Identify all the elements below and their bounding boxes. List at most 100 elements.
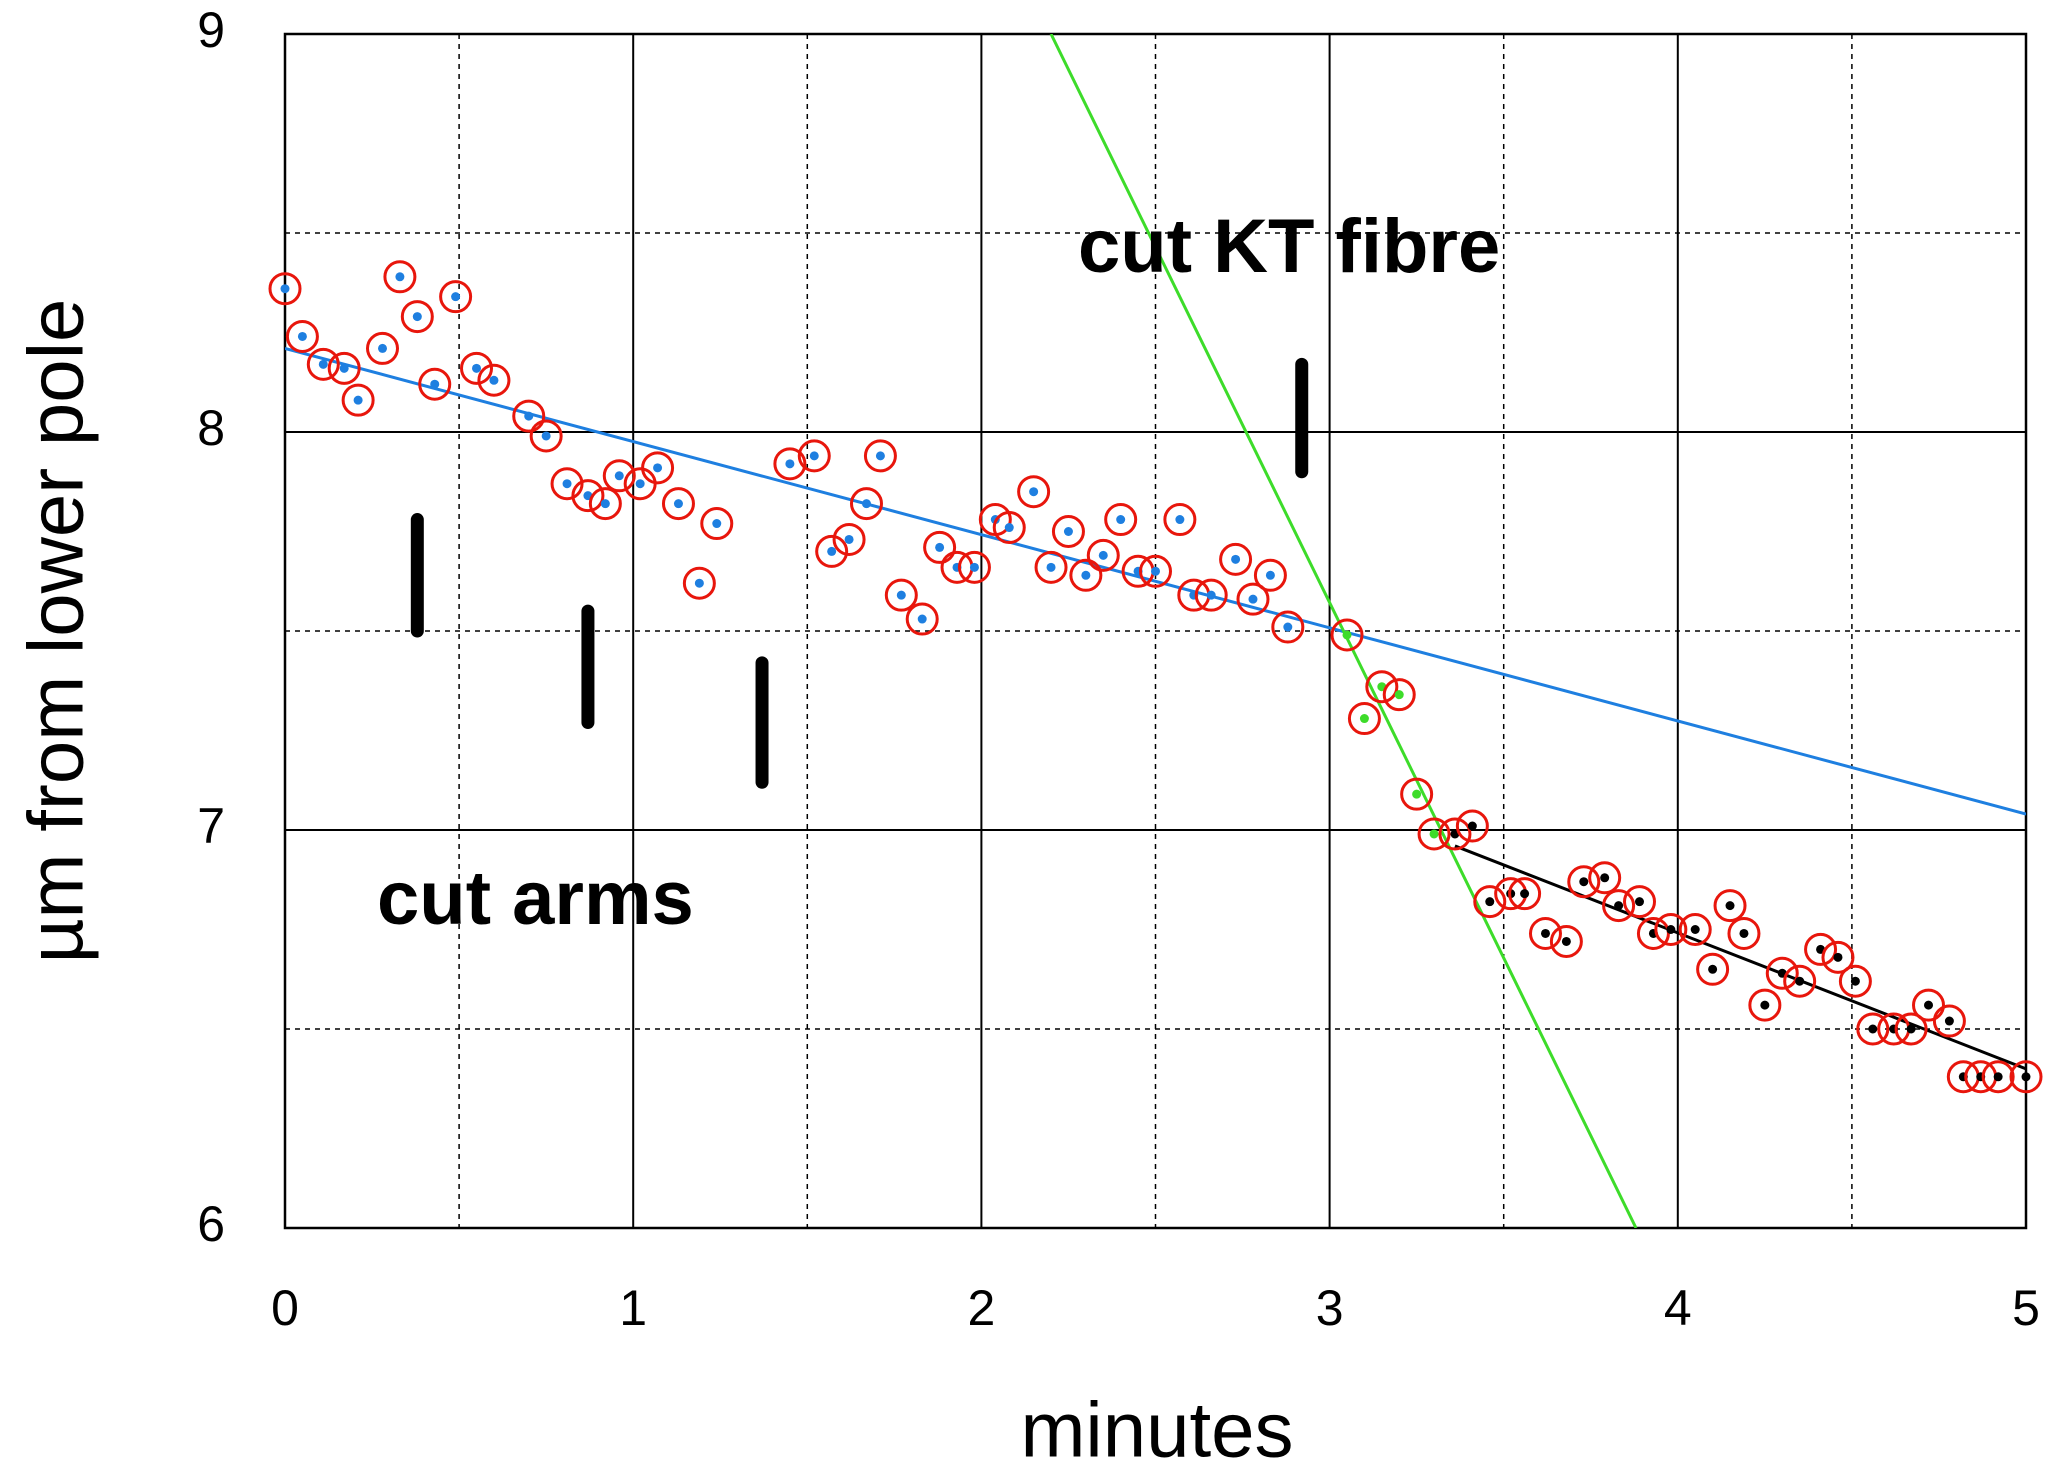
point-ring: [512, 399, 546, 433]
point-ring: [1696, 952, 1730, 986]
point: [318, 359, 328, 369]
point: [1151, 566, 1160, 576]
fit-line: [1049, 34, 1638, 1228]
point-ring: [641, 451, 675, 485]
point-ring: [1236, 582, 1270, 616]
y-tick-label: 6: [197, 1196, 225, 1252]
point-ring: [529, 419, 563, 453]
point-ring: [383, 260, 417, 294]
point: [377, 343, 387, 353]
point-ring: [682, 566, 716, 600]
point-ring: [1748, 988, 1782, 1022]
point: [712, 519, 722, 529]
point: [562, 479, 572, 489]
point: [1760, 1000, 1770, 1010]
point-ring: [1981, 1060, 2015, 1094]
fit-line: [285, 346, 2026, 816]
point: [1467, 821, 1477, 831]
point: [1833, 952, 1843, 962]
point: [809, 451, 819, 461]
point-ring: [1567, 865, 1601, 899]
point-ring: [400, 300, 434, 334]
point-ring: [1219, 542, 1253, 576]
point: [1561, 936, 1571, 946]
point-ring: [327, 351, 361, 385]
point-ring: [1549, 924, 1583, 958]
point-ring: [700, 507, 734, 541]
point: [896, 590, 906, 600]
point: [451, 292, 461, 302]
point: [1342, 630, 1352, 640]
point: [353, 395, 363, 405]
point: [1394, 690, 1404, 700]
point-ring: [1622, 885, 1656, 919]
point: [472, 363, 482, 373]
point: [1265, 570, 1275, 580]
point: [524, 411, 534, 421]
point-ring: [1271, 610, 1305, 644]
point: [1359, 714, 1369, 724]
point-ring: [1636, 916, 1670, 950]
point: [1600, 873, 1610, 883]
point-ring: [1508, 877, 1542, 911]
point: [1485, 897, 1495, 907]
point: [1046, 562, 1056, 572]
point-ring: [1588, 861, 1622, 895]
point: [1690, 925, 1700, 934]
point-ring: [1838, 964, 1872, 998]
point-ring: [797, 439, 831, 473]
point-ring: [1194, 578, 1228, 612]
x-axis-title: minutes: [1020, 1386, 1293, 1474]
point: [785, 459, 795, 469]
point-ring: [1473, 885, 1507, 919]
point-ring: [1912, 988, 1946, 1022]
point-ring: [1253, 558, 1287, 592]
point: [1004, 523, 1014, 533]
point: [1906, 1024, 1916, 1034]
point: [1579, 877, 1589, 887]
point: [2021, 1072, 2031, 1082]
point: [1429, 829, 1439, 839]
point-ring: [418, 367, 452, 401]
point: [1993, 1072, 2003, 1082]
point-ring: [306, 347, 340, 381]
point-ring: [815, 534, 849, 568]
point-ring: [849, 487, 883, 521]
point-ring: [1856, 1012, 1890, 1046]
point: [412, 312, 422, 322]
point: [1739, 928, 1749, 938]
point: [1924, 1000, 1934, 1010]
point-ring: [1765, 956, 1799, 990]
point-ring: [1139, 554, 1172, 588]
point: [653, 463, 663, 473]
point: [1412, 789, 1422, 799]
point: [1868, 1024, 1878, 1034]
point: [1708, 964, 1718, 974]
point: [875, 451, 885, 461]
point-ring: [1713, 889, 1747, 923]
point-ring: [1400, 777, 1434, 811]
point-ring: [992, 511, 1026, 545]
point-ring: [1382, 678, 1416, 712]
point-ring: [550, 467, 584, 501]
point: [1614, 901, 1624, 911]
point-ring: [1347, 702, 1381, 736]
point-ring: [923, 530, 957, 564]
point-ring: [905, 602, 939, 636]
point-ring: [477, 363, 511, 397]
point: [935, 542, 945, 552]
point-ring: [1051, 515, 1085, 548]
y-axis-title: µm from lower pole: [12, 299, 100, 964]
point-ring: [1455, 809, 1489, 843]
point: [1063, 527, 1073, 536]
point-ring: [1034, 550, 1068, 584]
plot-frame: [283, 32, 2028, 1230]
point: [1944, 1016, 1954, 1026]
point-ring: [1417, 817, 1451, 851]
point-ring: [1069, 558, 1103, 592]
annotation: cut arms: [377, 856, 694, 941]
point-ring: [832, 522, 866, 556]
point: [861, 499, 871, 509]
point: [1098, 550, 1108, 560]
point-ring: [863, 439, 897, 473]
